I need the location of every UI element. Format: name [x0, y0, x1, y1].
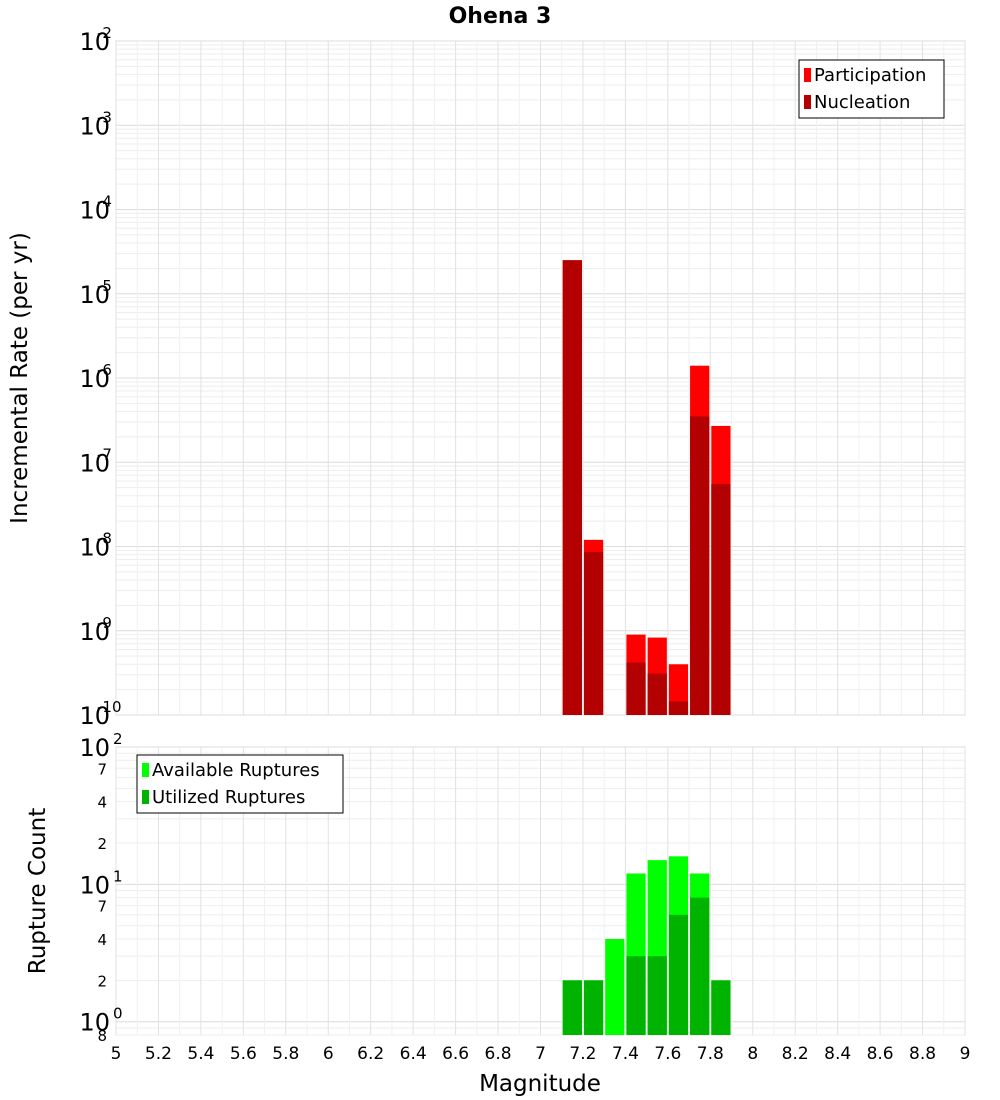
y-tick-label: 10 [79, 281, 110, 309]
legend-label: Utilized Ruptures [152, 787, 305, 808]
x-tick-label: 5.8 [272, 1044, 299, 1064]
x-tick-label: 7.8 [697, 1044, 724, 1064]
y-tick-label: 10 [79, 197, 110, 225]
y-tick-exponent: -6 [97, 361, 112, 379]
bar [690, 416, 710, 715]
bar [647, 956, 667, 1035]
top-panel-y-axis-label: Incremental Rate (per yr) [7, 232, 33, 524]
legend-box [798, 59, 945, 119]
x-tick-label: 8.6 [867, 1044, 894, 1064]
y-tick-label: 10 [79, 449, 110, 477]
y-tick-label: 10 [79, 112, 110, 140]
y-tick-label: 10 [79, 28, 110, 56]
x-tick-label: 8.8 [909, 1044, 936, 1064]
x-tick-label: 6.2 [357, 1044, 384, 1064]
y-tick-label: 10 [79, 702, 110, 730]
legend: Participation Nucleation [798, 59, 945, 119]
x-tick-label: 6.4 [400, 1044, 427, 1064]
bar [711, 980, 731, 1035]
x-tick-label: 8.4 [824, 1044, 851, 1064]
legend-box [136, 754, 344, 814]
legend-label: Nucleation [814, 92, 910, 113]
x-tick-label: 6.6 [442, 1044, 469, 1064]
x-tick-label: 7.2 [569, 1044, 596, 1064]
y-tick-label: 10 [79, 734, 110, 762]
y-tick-exponent: -9 [97, 614, 112, 632]
y-tick-exponent: -3 [97, 108, 112, 126]
bar [583, 980, 604, 1035]
bar [626, 956, 646, 1035]
legend-label: Participation [814, 65, 926, 86]
chart-title: Ohena 3 [449, 4, 552, 29]
bar [668, 701, 689, 715]
x-tick-label: 5 [111, 1044, 122, 1064]
legend-swatch [804, 68, 811, 82]
x-tick-label: 5.6 [230, 1044, 257, 1064]
series-nucleation [562, 260, 731, 715]
y-tick-exponent: 2 [113, 730, 123, 748]
bar [626, 662, 646, 715]
y-minor-tick-label: 7 [97, 898, 107, 916]
bar [647, 673, 667, 715]
y-minor-tick-label: 8 [97, 1027, 107, 1045]
vertical-gridlines [115, 41, 966, 715]
y-minor-tick-label: 2 [97, 972, 107, 990]
bar [562, 260, 582, 715]
legend-swatch [804, 95, 811, 109]
x-axis-label: Magnitude [479, 1071, 601, 1097]
x-tick-label: 9 [960, 1044, 971, 1064]
bar [562, 980, 582, 1035]
y-minor-tick-label: 7 [97, 760, 107, 778]
y-tick-exponent: -8 [97, 530, 112, 548]
y-minor-tick-label: 2 [97, 835, 107, 853]
y-tick-label: 10 [79, 618, 110, 646]
x-axis-ticks: 5 5.2 5.4 5.6 5.8 6 6.2 6.4 6.6 6.8 7 7.2 7.4 7.6 7.8 8… [111, 1044, 971, 1064]
bar [711, 484, 731, 715]
legend-label: Available Ruptures [152, 760, 320, 781]
x-tick-label: 7.4 [612, 1044, 639, 1064]
y-minor-tick-label: 4 [97, 794, 107, 812]
x-tick-label: 5.4 [187, 1044, 214, 1064]
y-tick-exponent: -4 [97, 193, 112, 211]
y-tick-exponent: 1 [113, 867, 123, 885]
incremental-rate-panel: 10-1010-910-810-710-610-510-410-310-2Par… [79, 24, 966, 730]
bar [605, 939, 625, 1035]
y-tick-label: 10 [79, 871, 110, 899]
y-tick-exponent: 0 [113, 1005, 123, 1023]
series-utilized-ruptures [562, 897, 731, 1035]
x-tick-label: 5.2 [145, 1044, 172, 1064]
y-tick-label: 10 [79, 1009, 110, 1037]
bottom-panel-y-axis-label: Rupture Count [25, 808, 51, 974]
x-tick-label: 6 [323, 1044, 334, 1064]
legend-swatch [142, 763, 149, 777]
x-tick-label: 6.8 [485, 1044, 512, 1064]
y-tick-exponent: -5 [97, 277, 112, 295]
legend-swatch [142, 790, 149, 804]
vertical-gridlines [115, 747, 966, 1035]
x-tick-label: 7 [535, 1044, 546, 1064]
x-tick-label: 7.6 [654, 1044, 681, 1064]
bar [668, 914, 689, 1035]
y-tick-exponent: -2 [97, 24, 112, 42]
bar [583, 552, 604, 715]
y-tick-label: 10 [79, 365, 110, 393]
legend: Available Ruptures Utilized Ruptures [136, 754, 344, 814]
x-tick-label: 8.2 [782, 1044, 809, 1064]
y-tick-exponent: -7 [97, 445, 112, 463]
x-tick-label: 8 [747, 1044, 758, 1064]
y-minor-tick-label: 4 [97, 931, 107, 949]
y-tick-label: 10 [79, 534, 110, 562]
bar [690, 897, 710, 1035]
y-tick-exponent: -10 [97, 698, 122, 716]
